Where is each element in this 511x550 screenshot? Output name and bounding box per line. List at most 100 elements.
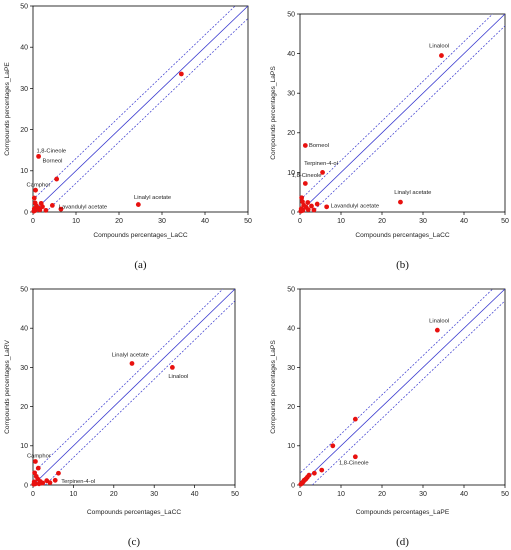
y-axis-label: Compounds percentages_LaRV bbox=[4, 340, 11, 434]
plot-frame bbox=[299, 13, 506, 213]
point-annotation: Borneol bbox=[309, 143, 329, 149]
y-tick-label: 50 bbox=[20, 286, 28, 293]
point-annotation: Camphor bbox=[27, 182, 51, 188]
y-tick-label: 30 bbox=[20, 365, 28, 372]
y-tick-label: 10 bbox=[20, 168, 28, 175]
x-tick-label: 50 bbox=[501, 218, 509, 225]
x-tick-label: 10 bbox=[337, 218, 345, 225]
point-annotation: Linalool bbox=[429, 318, 449, 324]
data-point bbox=[330, 443, 336, 449]
data-point bbox=[305, 207, 311, 213]
scatter-panel-2: 0 10 20 30 40 50 0 10 20 30 40 50 Compounds percenta… bbox=[270, 11, 509, 271]
y-axis-label: Compounds percentages_LaPS bbox=[270, 66, 277, 160]
y-axis-label: Compounds percentages_LaPE bbox=[4, 62, 11, 156]
data-point bbox=[311, 470, 317, 476]
y-tick-label: 20 bbox=[20, 404, 28, 411]
data-point bbox=[352, 416, 358, 422]
y-tick-label: 40 bbox=[20, 326, 28, 333]
y-tick-label: 10 bbox=[287, 170, 295, 177]
data-point bbox=[319, 467, 325, 473]
data-point bbox=[352, 454, 358, 460]
identity-line bbox=[300, 14, 505, 212]
y-tick-label: 30 bbox=[287, 365, 295, 372]
data-point bbox=[439, 53, 444, 58]
x-axis-label: Compounds percentages_LaCC bbox=[355, 232, 449, 239]
data-point bbox=[52, 477, 58, 483]
data-point bbox=[40, 480, 46, 486]
data-point bbox=[398, 199, 403, 205]
x-tick-label: 40 bbox=[460, 491, 468, 498]
data-point bbox=[169, 365, 175, 370]
x-tick-label: 30 bbox=[419, 491, 427, 498]
point-annotation: Lavandulyl acetate bbox=[59, 204, 107, 210]
data-point bbox=[302, 477, 308, 482]
lower-tolerance-line bbox=[312, 25, 505, 212]
data-point bbox=[31, 208, 37, 214]
x-axis-label: Compounds percentages_LaCC bbox=[93, 232, 187, 239]
data-point bbox=[302, 181, 308, 186]
x-tick-label: 0 bbox=[298, 218, 302, 225]
data-point bbox=[135, 202, 141, 207]
upper-tolerance-line bbox=[300, 289, 493, 474]
y-tick-label: 0 bbox=[24, 209, 28, 216]
data-point bbox=[302, 143, 308, 148]
identity-line bbox=[33, 289, 235, 485]
panel-label: (c) bbox=[128, 536, 141, 548]
y-axis-label: Compounds percentages_LaPS bbox=[270, 340, 277, 434]
data-point bbox=[314, 201, 320, 207]
data-point bbox=[129, 361, 135, 366]
y-tick-label: 10 bbox=[20, 443, 28, 450]
identity-line bbox=[33, 6, 248, 212]
data-point bbox=[298, 208, 304, 214]
y-tick-label: 20 bbox=[287, 404, 295, 411]
plot-frame bbox=[32, 288, 236, 486]
point-annotation: Borneol bbox=[42, 159, 62, 165]
data-point bbox=[47, 480, 53, 486]
scatter-panel-3: 0 10 20 30 40 50 0 10 20 30 40 50 Compounds percenta… bbox=[4, 286, 239, 548]
y-tick-label: 0 bbox=[291, 209, 295, 216]
data-point bbox=[33, 187, 38, 193]
point-annotation: 1,8-Cineole bbox=[292, 173, 322, 179]
point-annotation: 1,8-Cineole bbox=[339, 461, 369, 467]
point-annotation: Terpinen-4-ol bbox=[304, 161, 338, 167]
x-tick-label: 0 bbox=[298, 491, 302, 498]
panel-label: (d) bbox=[396, 536, 409, 548]
y-tick-label: 40 bbox=[287, 51, 295, 58]
y-tick-label: 40 bbox=[287, 326, 295, 333]
point-annotation: Linalyl acetate bbox=[134, 195, 171, 201]
lower-tolerance-line bbox=[44, 300, 235, 485]
data-point bbox=[33, 459, 38, 464]
data-point bbox=[434, 327, 440, 333]
x-tick-label: 20 bbox=[378, 218, 386, 225]
x-tick-label: 40 bbox=[201, 218, 209, 225]
lower-tolerance-line bbox=[45, 17, 248, 212]
y-tick-label: 0 bbox=[291, 482, 295, 489]
x-axis-label: Compounds percentages_LaCC bbox=[87, 509, 181, 516]
data-point bbox=[38, 200, 44, 206]
lower-tolerance-line bbox=[312, 300, 505, 485]
data-point bbox=[58, 206, 64, 212]
x-tick-label: 20 bbox=[115, 218, 123, 225]
scatter-panel-4: 0 10 20 30 40 50 0 10 20 30 40 50 Compounds percenta… bbox=[270, 286, 509, 548]
x-tick-label: 30 bbox=[158, 218, 166, 225]
x-tick-label: 10 bbox=[72, 218, 80, 225]
data-point bbox=[305, 200, 311, 205]
data-point bbox=[54, 176, 60, 182]
y-tick-label: 30 bbox=[287, 91, 295, 98]
data-point bbox=[36, 481, 42, 487]
y-tick-label: 50 bbox=[287, 11, 295, 18]
point-annotation: Lavandulyl acetate bbox=[331, 204, 379, 210]
data-point bbox=[300, 480, 305, 486]
data-point bbox=[309, 203, 314, 209]
data-point bbox=[178, 71, 184, 77]
y-tick-label: 0 bbox=[24, 482, 28, 489]
x-tick-label: 20 bbox=[378, 491, 386, 498]
x-tick-label: 10 bbox=[70, 491, 78, 498]
x-tick-label: 0 bbox=[31, 491, 35, 498]
x-tick-label: 40 bbox=[191, 491, 199, 498]
y-tick-label: 30 bbox=[20, 86, 28, 93]
upper-tolerance-line bbox=[33, 6, 236, 201]
x-tick-label: 50 bbox=[501, 491, 509, 498]
data-point bbox=[43, 207, 49, 213]
